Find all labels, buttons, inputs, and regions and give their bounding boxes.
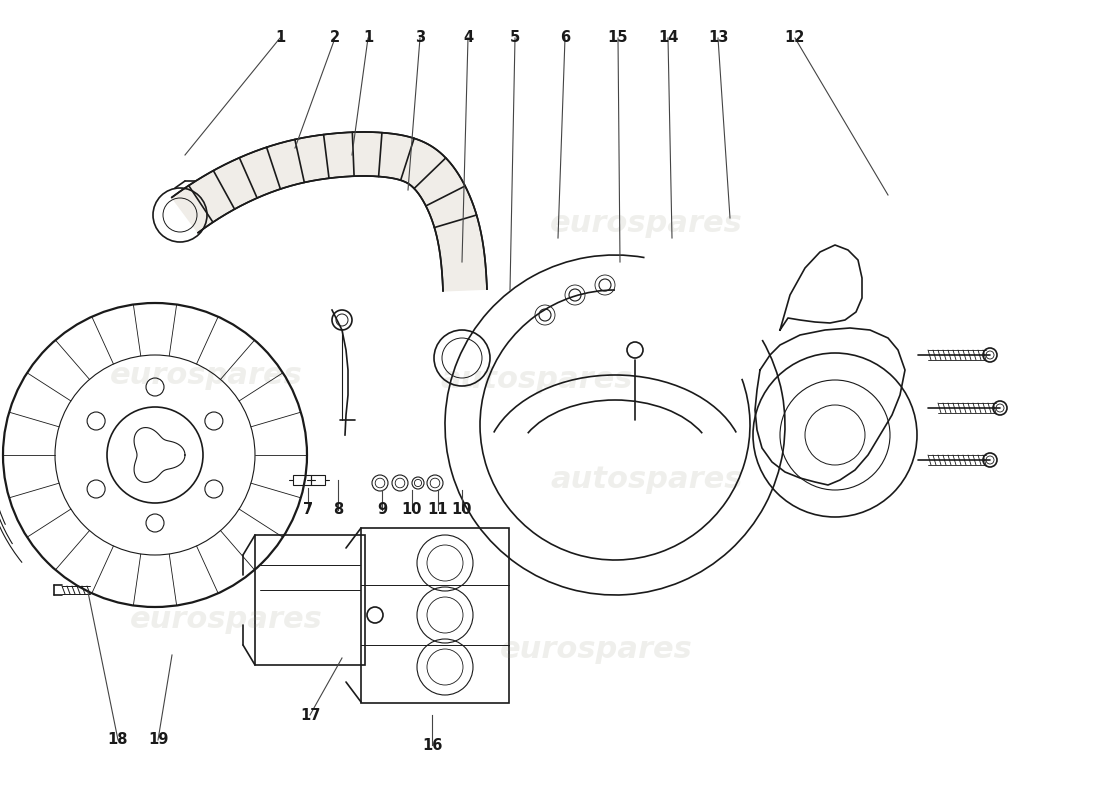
Bar (361, 528, 509, 703)
Text: eurospares: eurospares (500, 635, 693, 665)
Text: 1: 1 (275, 30, 285, 46)
Text: 19: 19 (147, 733, 168, 747)
Text: 3: 3 (415, 30, 425, 46)
Polygon shape (134, 427, 185, 482)
Polygon shape (172, 132, 487, 291)
Text: eurospares: eurospares (110, 362, 302, 390)
Text: eurospares: eurospares (130, 606, 322, 634)
Text: 6: 6 (560, 30, 570, 46)
Text: 16: 16 (421, 738, 442, 753)
Bar (293, 475, 311, 485)
Text: 18: 18 (108, 733, 129, 747)
Text: 5: 5 (510, 30, 520, 46)
Bar (255, 535, 365, 665)
Text: 2: 2 (330, 30, 340, 46)
Text: 9: 9 (377, 502, 387, 518)
Text: 11: 11 (428, 502, 449, 518)
Text: 10: 10 (452, 502, 472, 518)
Text: 8: 8 (333, 502, 343, 518)
Text: 7: 7 (302, 502, 313, 518)
Text: autospares: autospares (440, 366, 632, 394)
Text: 1: 1 (363, 30, 373, 46)
Text: 17: 17 (300, 707, 320, 722)
Text: autospares: autospares (550, 466, 742, 494)
Bar (311, 475, 324, 485)
Text: 10: 10 (402, 502, 422, 518)
Text: 4: 4 (463, 30, 473, 46)
Text: 13: 13 (707, 30, 728, 46)
Text: 15: 15 (607, 30, 628, 46)
Text: 12: 12 (784, 30, 805, 46)
Text: eurospares: eurospares (550, 210, 742, 238)
Text: 14: 14 (658, 30, 679, 46)
